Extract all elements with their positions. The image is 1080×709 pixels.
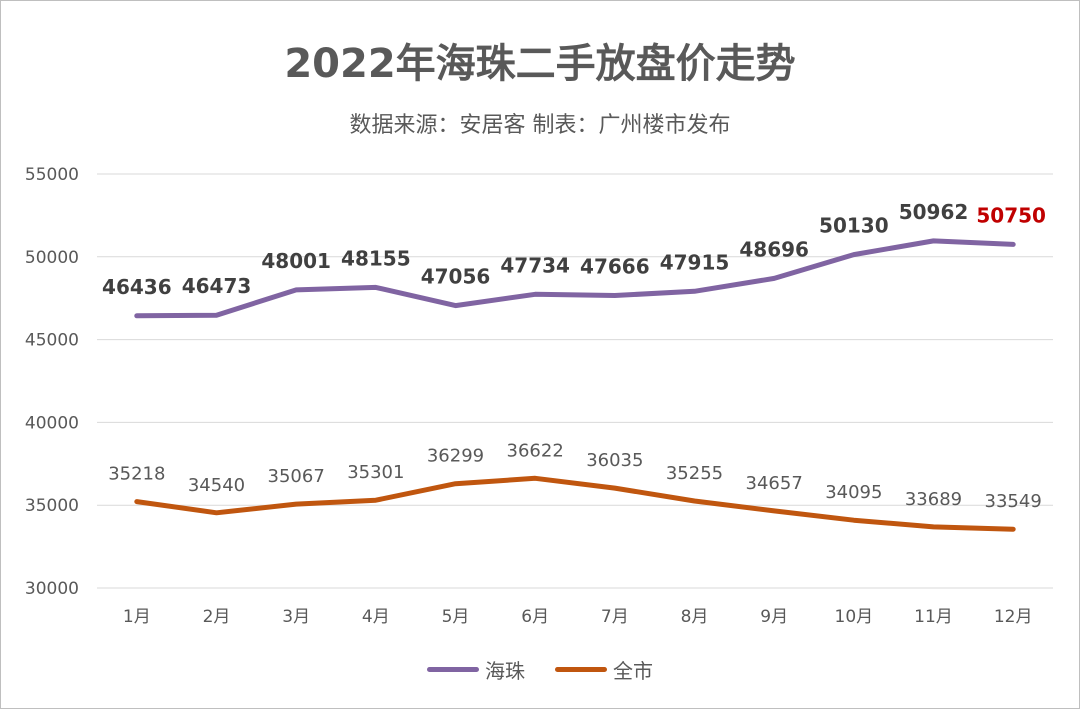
y-tick-label: 50000: [25, 248, 79, 268]
legend-label-city: 全市: [613, 659, 653, 683]
data-label-haizhu: 47056: [421, 265, 491, 289]
gridlines: [97, 173, 1053, 589]
data-label-haizhu: 50750: [976, 203, 1046, 227]
legend-swatch-haizhu: [427, 667, 479, 672]
data-label-city: 34657: [746, 473, 803, 494]
y-tick-label: 30000: [25, 579, 79, 599]
series-line-city: [134, 475, 1016, 532]
chart-subtitle: 数据来源：安居客 制表：广州楼市发布: [349, 113, 731, 138]
x-tick-label: 8月: [681, 607, 709, 627]
data-label-haizhu: 47734: [500, 253, 570, 277]
data-label-haizhu: 48155: [341, 246, 411, 270]
y-tick-label: 55000: [25, 165, 79, 185]
x-tick-label: 7月: [601, 607, 629, 627]
x-tick-label: 10月: [835, 607, 874, 627]
y-tick-label: 40000: [25, 413, 79, 433]
x-tick-label: 11月: [914, 607, 953, 627]
data-label-city: 36622: [507, 440, 564, 461]
data-label-haizhu: 47915: [660, 250, 730, 274]
legend-label-haizhu: 海珠: [485, 659, 525, 683]
series-line-haizhu: [134, 238, 1016, 319]
legend-item-city: 全市: [555, 655, 653, 684]
data-label-city: 35067: [268, 466, 325, 487]
data-label-city: 35255: [666, 463, 723, 484]
x-tick-label: 6月: [521, 607, 549, 627]
y-tick-label: 45000: [25, 331, 79, 351]
x-tick-label: 9月: [760, 607, 788, 627]
data-label-haizhu: 50962: [899, 200, 969, 224]
chart-title: 2022年海珠二手放盘价走势: [284, 41, 796, 87]
series-lines: [134, 238, 1016, 532]
x-tick-label: 2月: [203, 607, 231, 627]
data-label-haizhu: 50130: [819, 214, 889, 238]
x-tick-label: 12月: [994, 607, 1033, 627]
y-tick-label: 35000: [25, 496, 79, 516]
data-label-city: 35218: [108, 464, 165, 485]
data-label-city: 36299: [427, 446, 484, 467]
y-axis-ticks: 30000 35000 40000 45000 50000 55000: [25, 165, 79, 599]
x-axis-ticks: 1月 2月 3月 4月 5月 6月 7月 8月 9月 10月 11月 12月: [123, 607, 1033, 627]
legend: 海珠 全市: [1, 655, 1079, 684]
data-label-city: 35301: [347, 462, 404, 483]
data-label-haizhu: 47666: [580, 254, 650, 278]
x-tick-label: 3月: [282, 607, 310, 627]
data-labels: 46436 46473 48001 48155 47056 47734 47666 47915…: [102, 200, 1046, 512]
x-tick-label: 5月: [442, 607, 470, 627]
data-label-city: 36035: [586, 450, 643, 471]
x-tick-label: 4月: [362, 607, 390, 627]
x-tick-label: 1月: [123, 607, 151, 627]
data-label-city: 34095: [825, 482, 882, 503]
data-label-haizhu: 48696: [739, 237, 809, 261]
data-label-haizhu: 48001: [261, 249, 331, 273]
legend-item-haizhu: 海珠: [427, 655, 525, 684]
data-label-city: 33549: [985, 491, 1042, 512]
data-label-haizhu: 46436: [102, 275, 172, 299]
data-label-city: 34540: [188, 475, 245, 496]
data-label-haizhu: 46473: [182, 274, 252, 298]
legend-swatch-city: [555, 667, 607, 672]
data-label-city: 33689: [905, 489, 962, 510]
